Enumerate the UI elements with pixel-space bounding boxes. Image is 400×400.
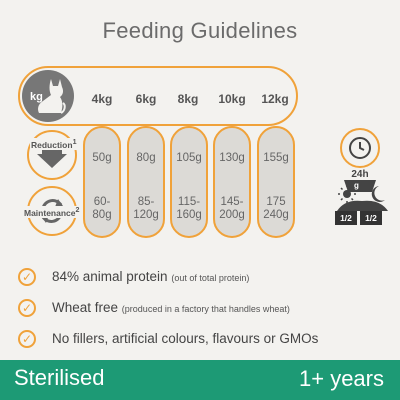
maintenance-8kg: 115- 160g [176,196,202,221]
food-pile-icon [337,200,388,211]
daily-period-label: 24h [351,169,369,180]
bullet-wheat-free: Wheat free (produced in a factory that h… [52,300,290,315]
check-icon: ✓ [18,330,36,348]
clock-icon [340,128,380,168]
weight-4kg: 4kg [91,92,113,106]
bowl-unit-label: g [354,181,359,190]
bullet-protein: 84% animal protein (out of total protein… [52,269,250,284]
maintenance-12kg: 175 240g [263,196,289,221]
footer-sterilised: Sterilised [14,365,105,390]
kg-icon-label: kg [30,91,43,103]
check-icon: ✓ [18,268,36,286]
maintenance-10kg: 145- 200g [219,196,245,221]
evening-portion: 1/2 [360,211,382,225]
footer-band [0,360,400,400]
bullet-no-fillers: No fillers, artificial colours, flavours… [52,331,319,346]
maintenance-6kg: 85- 120g [133,196,159,221]
cat-silhouette-icon [38,79,66,114]
column-10kg [213,126,251,238]
check-icon: ✓ [18,299,36,317]
morning-portion: 1/2 [335,211,357,225]
column-8kg [170,126,208,238]
reduction-10kg: 130g [219,152,245,164]
column-12kg [257,126,295,238]
weight-12kg: 12kg [261,92,289,106]
maintenance-label: Maintenance2 [23,206,81,218]
page-title: Feeding Guidelines [102,18,298,43]
reduction-6kg: 80g [136,152,156,164]
cat-weight-icon [22,70,74,122]
weight-10kg: 10kg [218,92,246,106]
weight-6kg: 6kg [135,92,157,106]
reduction-12kg: 155g [263,152,289,164]
footer-age: 1+ years [299,366,384,391]
column-6kg [127,126,165,238]
reduction-4kg: 50g [92,152,112,164]
reduction-label: Reduction1 [30,138,78,150]
reduction-8kg: 105g [176,152,202,164]
weight-8kg: 8kg [177,92,199,106]
maintenance-4kg: 60- 80g [92,196,112,221]
column-4kg [83,126,121,238]
